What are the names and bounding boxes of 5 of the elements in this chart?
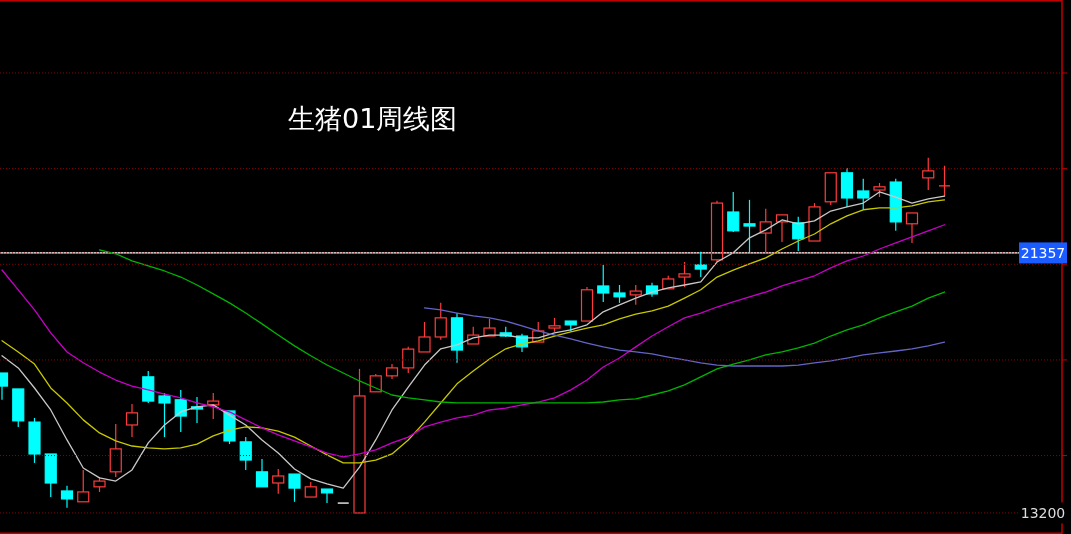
y-tick-label: 13200	[1020, 504, 1066, 521]
line-series	[423, 307, 946, 367]
line-series	[98, 249, 946, 404]
text: 生猪01周线图	[288, 103, 458, 134]
y-tick-label: 21357	[1020, 244, 1066, 261]
